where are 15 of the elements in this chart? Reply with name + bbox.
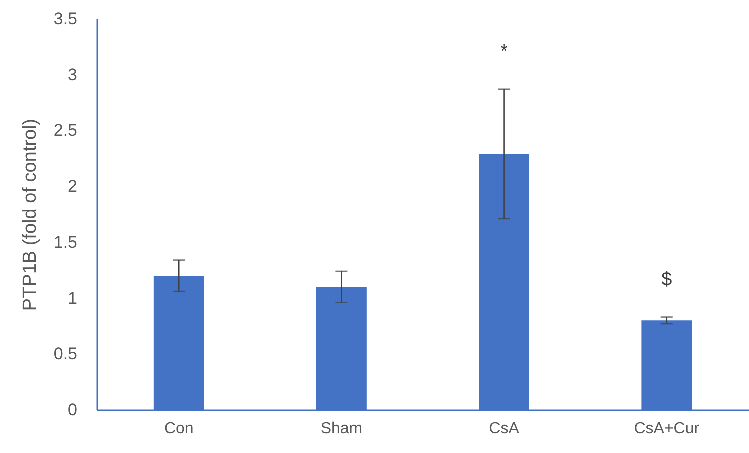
y-axis-title: PTP1B (fold of control) bbox=[20, 118, 41, 312]
annotation: * bbox=[500, 41, 509, 62]
y-tick-label: 0 bbox=[68, 400, 78, 420]
x-tick-label: CsA+Cur bbox=[634, 420, 700, 438]
y-tick-label: 2.5 bbox=[54, 121, 78, 140]
y-tick-label: 3 bbox=[68, 65, 78, 84]
y-tick-label: 3.5 bbox=[54, 10, 78, 28]
x-tick-label: Sham bbox=[320, 420, 363, 438]
annotation: $ bbox=[662, 269, 673, 290]
y-tick-label: 1.5 bbox=[54, 232, 78, 252]
x-tick-label: Con bbox=[164, 420, 194, 438]
y-tick-label: 2 bbox=[68, 177, 78, 196]
x-tick-label: CsA bbox=[489, 420, 520, 438]
y-tick-label: 0.5 bbox=[54, 344, 78, 364]
y-tick-label: 1 bbox=[68, 288, 78, 308]
